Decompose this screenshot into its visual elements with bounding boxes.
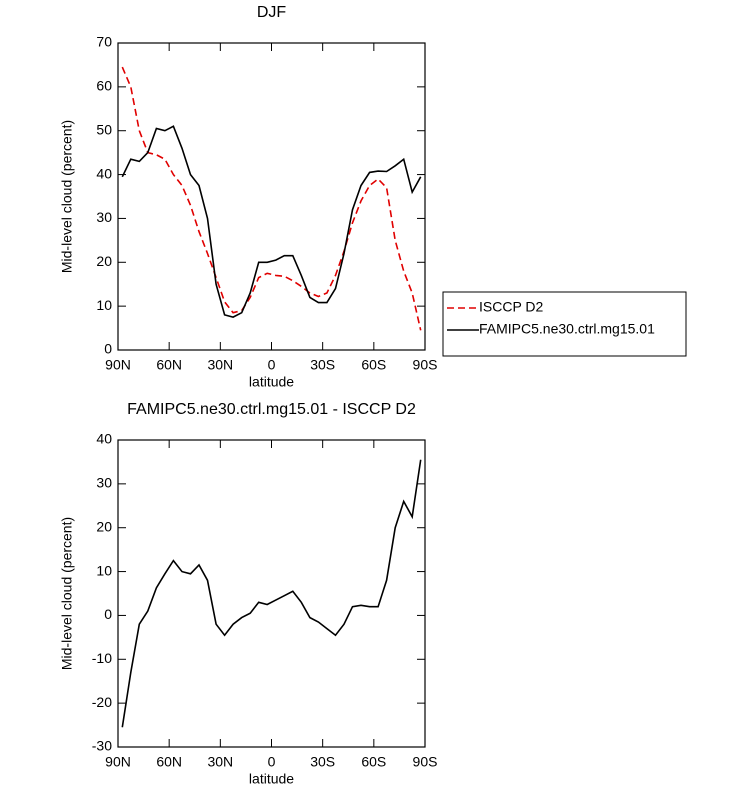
legend-box bbox=[442, 291, 687, 357]
x-tick-label: 60S bbox=[361, 357, 386, 373]
y-axis-label: Mid-level cloud (percent) bbox=[59, 517, 75, 670]
x-tick-label: 30S bbox=[310, 357, 335, 373]
x-tick-label: 90S bbox=[413, 357, 438, 373]
y-tick-label: -30 bbox=[92, 738, 112, 754]
x-tick-label: 90N bbox=[105, 357, 131, 373]
y-tick-label: 70 bbox=[96, 34, 112, 50]
y-tick-label: 60 bbox=[96, 78, 112, 94]
y-tick-label: 30 bbox=[96, 209, 112, 225]
data-line bbox=[121, 125, 422, 318]
data-line bbox=[121, 459, 422, 728]
y-tick-label: 20 bbox=[96, 518, 112, 534]
data-line bbox=[121, 66, 422, 331]
chart-title: DJF bbox=[257, 4, 287, 21]
y-tick-label: 10 bbox=[96, 562, 112, 578]
y-tick-label: -10 bbox=[92, 650, 112, 666]
x-tick-label: 60S bbox=[361, 754, 386, 770]
x-axis-label: latitude bbox=[249, 771, 294, 787]
y-tick-label: 30 bbox=[96, 475, 112, 491]
x-tick-label: 0 bbox=[268, 754, 276, 770]
x-tick-label: 60N bbox=[156, 754, 182, 770]
legend-label: ISCCP D2 bbox=[479, 299, 544, 315]
x-axis-label: latitude bbox=[249, 374, 294, 390]
y-tick-label: 10 bbox=[96, 297, 112, 313]
plot-frame bbox=[117, 439, 426, 748]
x-tick-label: 90S bbox=[413, 754, 438, 770]
x-tick-label: 90N bbox=[105, 754, 131, 770]
x-tick-label: 60N bbox=[156, 357, 182, 373]
y-tick-label: 0 bbox=[104, 606, 112, 622]
y-tick-label: 50 bbox=[96, 121, 112, 137]
legend-label: FAMIPC5.ne30.ctrl.mg15.01 bbox=[479, 321, 655, 337]
y-tick-label: 0 bbox=[104, 341, 112, 357]
x-tick-label: 30N bbox=[207, 754, 233, 770]
x-tick-label: 30N bbox=[207, 357, 233, 373]
y-tick-label: 40 bbox=[96, 431, 112, 447]
chart-title: FAMIPC5.ne30.ctrl.mg15.01 - ISCCP D2 bbox=[127, 401, 416, 418]
y-tick-label: -20 bbox=[92, 694, 112, 710]
plot-frame bbox=[117, 42, 426, 351]
y-axis-label: Mid-level cloud (percent) bbox=[59, 120, 75, 273]
x-tick-label: 0 bbox=[268, 357, 276, 373]
y-tick-label: 40 bbox=[96, 165, 112, 181]
x-tick-label: 30S bbox=[310, 754, 335, 770]
y-tick-label: 20 bbox=[96, 253, 112, 269]
